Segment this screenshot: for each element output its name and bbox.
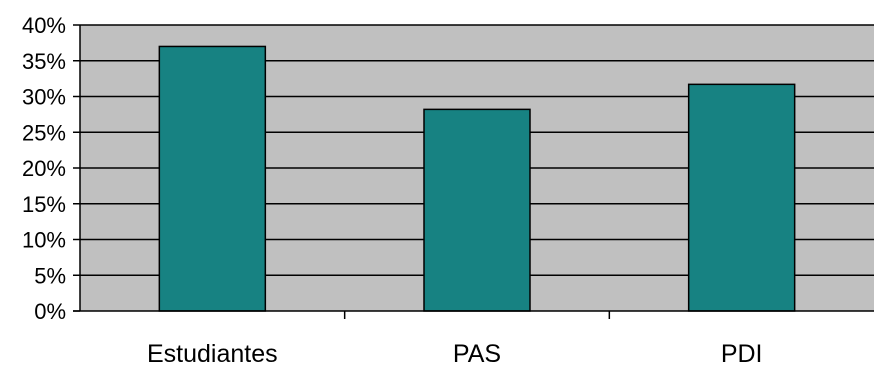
y-tick-label: 0% [34, 299, 66, 324]
category-labels: Estudiantes PAS PDI [147, 340, 762, 365]
y-tick-label: 25% [22, 120, 66, 145]
y-tick-label: 5% [34, 263, 66, 288]
y-ticks [73, 24, 80, 312]
bar-pas [423, 108, 531, 312]
bar-estudiantes [158, 45, 267, 312]
y-tick-label: 15% [22, 192, 66, 217]
bar-pdi [687, 83, 796, 312]
y-tick-label: 20% [22, 156, 66, 181]
bars [158, 45, 796, 312]
y-tick-label: 40% [22, 13, 66, 38]
category-label-estudiantes: Estudiantes [147, 340, 278, 365]
category-label-pas: PAS [453, 340, 501, 365]
y-tick-labels: 0% 5% 10% 15% 20% 25% 30% 35% 40% [22, 13, 66, 324]
x-ticks [343, 311, 611, 319]
y-tick-label: 35% [22, 49, 66, 74]
y-tick-label: 10% [22, 228, 66, 253]
category-label-pdi: PDI [721, 340, 763, 365]
y-tick-label: 30% [22, 85, 66, 110]
